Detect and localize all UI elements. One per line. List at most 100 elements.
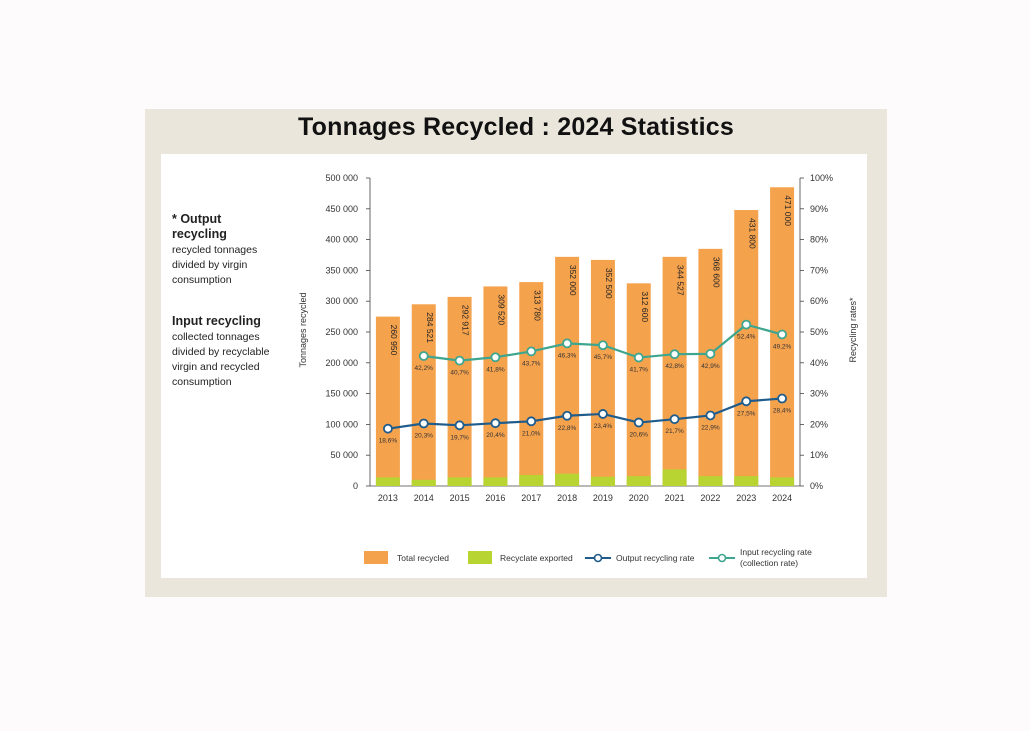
recyclate-exported-bar	[662, 469, 687, 486]
y-tick-label: 150 000	[325, 389, 358, 399]
input-recycling-rate-value-label: 46,3%	[558, 352, 577, 359]
total-recycled-value-label: 260 950	[389, 325, 399, 356]
output-recycling-rate-point	[633, 417, 644, 428]
y-tick-label: 250 000	[325, 327, 358, 337]
total-recycled-bar	[411, 304, 436, 486]
output-recycling-rate-value-label: 20,3%	[415, 432, 434, 439]
recyclate-exported-bar	[590, 476, 615, 486]
y2-tick-label: 40%	[810, 358, 828, 368]
legend-input-rate-label: Input recycling rate	[740, 547, 812, 557]
output-recycling-rate-point	[562, 410, 572, 421]
input-recycling-rate-point	[669, 349, 680, 360]
x-tick-label: 2022	[700, 493, 720, 503]
recyclate-exported-bar	[555, 473, 580, 486]
output-recycling-rate-point	[777, 393, 787, 404]
chart-lines	[383, 319, 787, 434]
output-recycling-rate-point	[490, 418, 501, 429]
total-recycled-value-label: 471 000	[783, 195, 793, 226]
output-recycling-rate-value-label: 28,4%	[773, 408, 792, 415]
chart-legend: Total recycled Recyclate exported Output r…	[364, 547, 812, 568]
input-recycling-rate-value-label: 49,2%	[773, 343, 792, 350]
output-recycling-rate-value-label: 23,4%	[594, 423, 613, 430]
total-recycled-bar	[662, 256, 687, 486]
output-recycling-rate-line	[387, 397, 783, 430]
recyclate-exported-bar	[447, 477, 472, 486]
legend-output-rate-label: Output recycling rate	[616, 553, 695, 563]
total-recycled-value-label: 313 780	[532, 290, 542, 321]
output-recycling-rate-value-label: 27,5%	[737, 410, 756, 417]
y2-tick-label: 10%	[810, 450, 828, 460]
input-recycling-rate-point	[705, 348, 716, 359]
input-recycling-rate-point	[418, 351, 429, 361]
input-recycling-heading: Input recycling	[172, 314, 261, 328]
total-recycled-bar	[555, 256, 580, 486]
y-axis-title: Tonnages recycled	[298, 292, 308, 367]
output-recycling-rate-value-label: 22,8%	[558, 425, 577, 432]
legend-total-recycled-swatch	[364, 551, 388, 564]
x-tick-label: 2013	[378, 493, 398, 503]
x-tick-label: 2014	[414, 493, 434, 503]
recyclate-exported-bar	[519, 474, 544, 486]
output-recycling-heading: * Output recycling	[172, 212, 227, 241]
x-tick-label: 2021	[665, 493, 685, 503]
legend-output-rate-marker	[593, 553, 603, 563]
total-recycled-bar	[519, 282, 544, 486]
input-recycling-rate-point	[777, 329, 787, 340]
total-recycled-value-label: 352 000	[568, 265, 578, 296]
y2-tick-label: 50%	[810, 327, 828, 337]
legend-total-recycled-label: Total recycled	[397, 553, 449, 563]
y2-tick-label: 30%	[810, 389, 828, 399]
input-recycling-rate-point	[633, 352, 644, 363]
recyclate-exported-bar	[411, 479, 436, 486]
recyclate-exported-bar	[483, 477, 508, 486]
y2-axis-title: Recycling rates*	[848, 297, 858, 363]
output-recycling-rate-value-label: 18,6%	[379, 438, 398, 445]
total-recycled-bar	[626, 283, 651, 486]
output-recycling-description: recycled tonnages divided by virgin cons…	[172, 244, 258, 286]
output-recycling-rate-point	[418, 418, 429, 429]
legend-recyclate-exported-label: Recyclate exported	[500, 553, 573, 563]
recyclate-exported-bar	[375, 477, 400, 486]
recyclate-exported-bar	[734, 476, 759, 486]
y-tick-label: 350 000	[325, 265, 358, 275]
total-recycled-value-label: 292 917	[461, 305, 471, 336]
input-recycling-note: Input recycling collected tonnages divid…	[172, 314, 272, 390]
total-recycled-bar	[734, 210, 759, 487]
x-tick-label: 2017	[521, 493, 541, 503]
input-recycling-rate-point	[454, 355, 465, 366]
output-recycling-rate-point	[741, 396, 752, 407]
x-tick-label: 2020	[629, 493, 649, 503]
y2-tick-label: 60%	[810, 296, 828, 306]
output-recycling-rate-point	[454, 420, 465, 431]
y2-tick-label: 90%	[810, 204, 828, 214]
input-recycling-rate-point	[562, 338, 572, 349]
output-recycling-rate-point	[383, 423, 393, 434]
legend-input-rate-sublabel: (collection rate)	[740, 558, 798, 568]
y-tick-label: 0	[353, 481, 358, 491]
input-recycling-rate-point	[741, 319, 752, 330]
x-tick-label: 2023	[736, 493, 756, 503]
page-title: Tonnages Recycled : 2024 Statistics	[298, 113, 734, 141]
y2-tick-label: 0%	[810, 481, 823, 491]
input-recycling-rate-point	[490, 352, 501, 363]
total-recycled-value-label: 309 520	[496, 294, 506, 325]
total-recycled-value-label: 312 600	[640, 291, 650, 322]
output-recycling-rate-point	[705, 410, 716, 421]
recyclate-exported-bar	[770, 477, 795, 486]
total-recycled-bar	[447, 296, 472, 486]
input-recycling-rate-value-label: 45,7%	[594, 354, 613, 361]
input-recycling-rate-value-label: 42,9%	[701, 363, 720, 370]
x-tick-label: 2024	[772, 493, 792, 503]
total-recycled-value-label: 431 800	[747, 218, 757, 249]
y2-tick-label: 20%	[810, 419, 828, 429]
input-recycling-rate-value-label: 42,8%	[665, 363, 684, 370]
input-recycling-rate-value-label: 41,7%	[630, 367, 649, 374]
chart-axes: 0 50 000 100 000 150 000 200 000 250 000 300 0…	[298, 173, 858, 503]
chart-labels: 260 950 284 521 292 917 309 520 313 780 352 0…	[379, 195, 793, 444]
x-tick-label: 2016	[485, 493, 505, 503]
x-tick-label: 2015	[450, 493, 470, 503]
recyclate-exported-bar	[698, 476, 723, 486]
total-recycled-bar	[375, 316, 400, 486]
y2-tick-label: 70%	[810, 265, 828, 275]
